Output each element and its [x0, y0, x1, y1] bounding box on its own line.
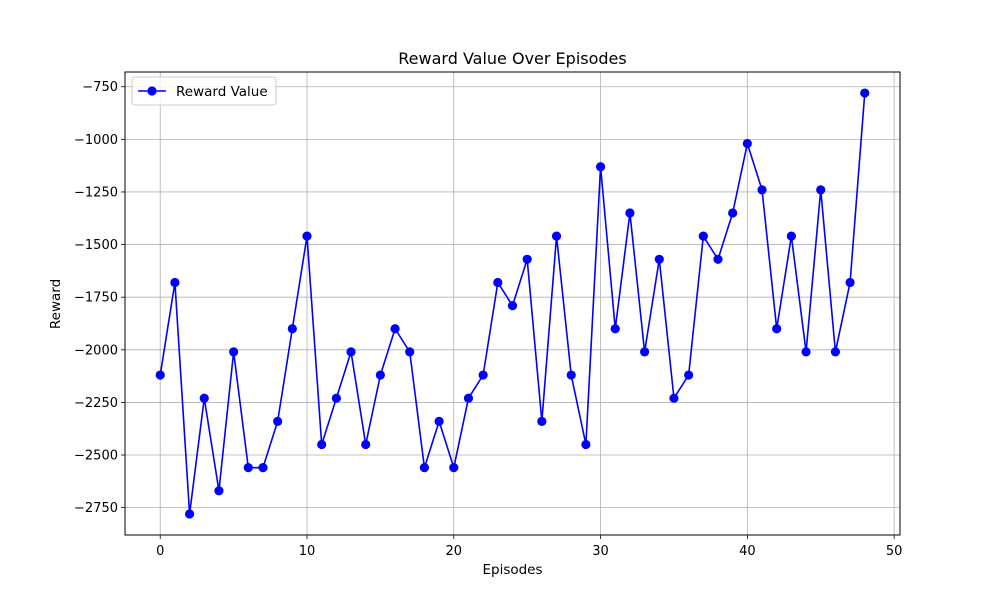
- x-tick-label: 30: [592, 544, 609, 559]
- data-point-marker: [581, 439, 591, 450]
- axis-ticks: 0 10 20 30 40 50 −750 −1000 −1250 −1500 −1750 −2000…: [74, 80, 902, 559]
- x-tick-label: 20: [446, 544, 463, 559]
- data-point-marker: [742, 138, 752, 149]
- y-tick-label: −2750: [74, 501, 118, 516]
- data-point-marker: [184, 509, 195, 519]
- data-point-marker: [684, 370, 694, 380]
- data-point-marker: [463, 393, 474, 403]
- y-tick-label: −1500: [74, 238, 118, 253]
- data-point-marker: [375, 370, 385, 380]
- data-point-marker: [419, 463, 430, 473]
- y-tick-label: −2000: [74, 343, 118, 358]
- data-point-marker: [772, 324, 782, 334]
- data-point-marker: [860, 88, 870, 98]
- data-point-marker: [390, 324, 400, 334]
- legend-marker-swatch: [147, 86, 157, 96]
- data-point-marker: [449, 463, 459, 473]
- series-layer: [155, 88, 870, 519]
- data-point-marker: [346, 347, 356, 357]
- x-tick-label: 40: [739, 544, 756, 559]
- data-point-marker: [537, 416, 547, 426]
- chart-title: Reward Value Over Episodes: [398, 49, 626, 68]
- data-point-marker: [713, 254, 723, 264]
- legend-box: [131, 76, 277, 106]
- y-tick-label: −750: [82, 80, 118, 95]
- x-tick-label: 0: [156, 544, 164, 559]
- data-point-marker: [625, 208, 635, 218]
- data-point-marker: [214, 486, 224, 496]
- data-point-marker: [830, 347, 841, 357]
- data-point-marker: [287, 324, 297, 334]
- plot-area-frame: [124, 71, 901, 536]
- data-point-marker: [302, 231, 312, 241]
- legend-label: Reward Value: [176, 84, 268, 100]
- data-point-marker: [551, 231, 562, 241]
- y-tick-label: −2250: [74, 396, 118, 411]
- y-tick-label: −1000: [74, 133, 118, 148]
- data-point-marker: [361, 439, 371, 450]
- data-point-marker: [243, 463, 253, 473]
- data-point-marker: [170, 277, 180, 288]
- data-point-marker: [610, 324, 620, 334]
- data-point-marker: [845, 277, 855, 288]
- data-point-marker: [331, 393, 341, 403]
- data-point-marker: [595, 162, 606, 172]
- data-point-marker: [317, 439, 327, 450]
- data-point-marker: [199, 393, 209, 403]
- data-point-marker: [522, 254, 532, 264]
- x-tick-label: 10: [299, 544, 316, 559]
- data-point-marker: [258, 463, 268, 473]
- data-point-marker: [405, 347, 415, 357]
- data-point-marker: [229, 347, 239, 357]
- y-axis-label: Reward: [48, 279, 64, 329]
- data-point-marker: [654, 254, 664, 264]
- data-point-marker: [640, 347, 650, 357]
- data-point-marker: [507, 301, 518, 311]
- data-point-marker: [816, 185, 826, 195]
- y-tick-label: −1750: [74, 291, 118, 306]
- data-point-marker: [155, 370, 165, 380]
- chart-legend: Reward Value: [131, 76, 277, 106]
- data-point-marker: [757, 185, 767, 195]
- data-point-marker: [273, 416, 283, 426]
- data-point-marker: [786, 231, 796, 241]
- data-point-marker: [493, 277, 503, 288]
- y-tick-label: −2500: [74, 449, 118, 464]
- grid-lines: [125, 72, 900, 535]
- y-tick-label: −1250: [74, 185, 118, 200]
- data-point-marker: [478, 370, 488, 380]
- x-axis-label: Episodes: [482, 562, 542, 578]
- data-point-marker: [801, 347, 811, 357]
- x-tick-label: 50: [886, 544, 903, 559]
- data-point-marker: [669, 393, 679, 403]
- data-point-marker: [434, 416, 444, 426]
- data-point-marker: [698, 231, 708, 241]
- data-point-marker: [566, 370, 576, 380]
- data-point-marker: [728, 208, 738, 218]
